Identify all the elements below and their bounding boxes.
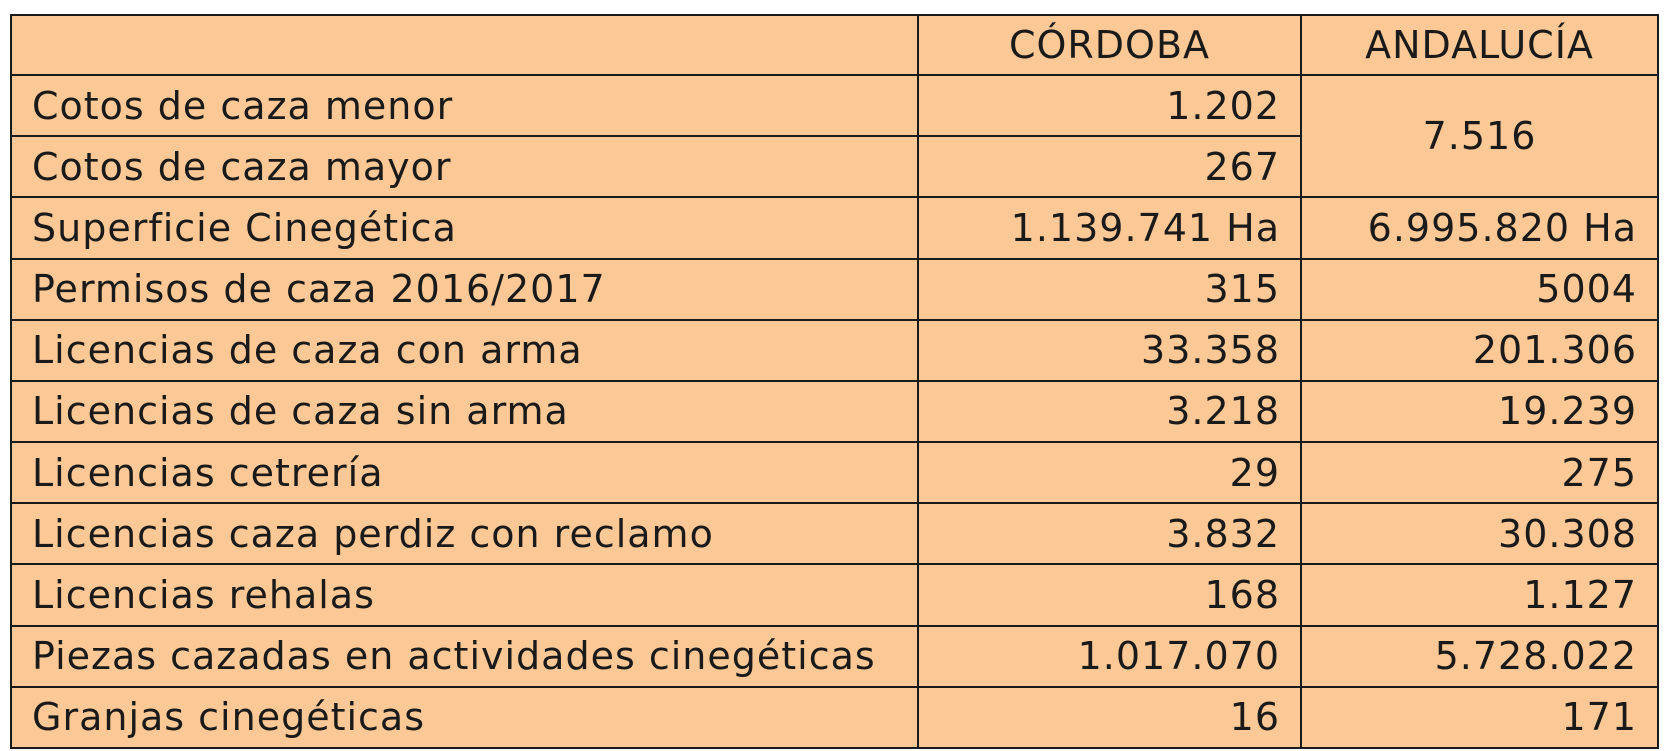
andalucia-value: 275 (1300, 441, 1659, 505)
row-label: Superficie Cinegética (10, 196, 919, 260)
cordoba-value: 315 (917, 257, 1302, 321)
cordoba-value: 1.017.070 (917, 624, 1302, 688)
cordoba-value: 29 (917, 441, 1302, 505)
row-label: Cotos de caza menor (10, 73, 919, 138)
row-label: Piezas cazadas en actividades cinegética… (10, 624, 919, 688)
cordoba-value: 16 (917, 685, 1302, 750)
header-andalucia: ANDALUCÍA (1300, 14, 1659, 76)
header-row: CÓRDOBA ANDALUCÍA (10, 14, 1659, 76)
cordoba-value: 168 (917, 563, 1302, 627)
andalucia-value: 30.308 (1300, 502, 1659, 566)
cordoba-value: 3.218 (917, 379, 1302, 444)
table-row: Superficie Cinegética 1.139.741 Ha 6.995… (10, 196, 1659, 260)
andalucia-value-merged: 7.516 (1300, 73, 1659, 199)
row-label: Licencias de caza sin arma (10, 379, 919, 444)
row-label: Licencias rehalas (10, 563, 919, 627)
cordoba-value: 1.202 (917, 73, 1302, 138)
header-empty-cell (10, 14, 919, 76)
row-label: Permisos de caza 2016/2017 (10, 257, 919, 321)
andalucia-value: 171 (1300, 685, 1659, 750)
row-label: Cotos de caza mayor (10, 135, 919, 199)
andalucia-value: 5.728.022 (1300, 624, 1659, 688)
andalucia-value: 6.995.820 Ha (1300, 196, 1659, 260)
table-row: Piezas cazadas en actividades cinegética… (10, 624, 1659, 688)
table-row: Licencias de caza con arma 33.358 201.30… (10, 318, 1659, 382)
cordoba-value: 3.832 (917, 502, 1302, 566)
cordoba-value: 267 (917, 135, 1302, 199)
table-row: Granjas cinegéticas 16 171 (10, 685, 1659, 750)
table-row: Cotos de caza menor 1.202 7.516 (10, 73, 1659, 199)
table-row: Licencias cetrería 29 275 (10, 441, 1659, 505)
andalucia-value: 1.127 (1300, 563, 1659, 627)
andalucia-value: 5004 (1300, 257, 1659, 321)
andalucia-value: 201.306 (1300, 318, 1659, 382)
table-row: Licencias de caza sin arma 3.218 19.239 (10, 379, 1659, 444)
cordoba-value: 1.139.741 Ha (917, 196, 1302, 260)
table-row: Licencias caza perdiz con reclamo 3.832 … (10, 502, 1659, 566)
andalucia-value: 19.239 (1300, 379, 1659, 444)
row-label: Granjas cinegéticas (10, 685, 919, 750)
table-row: Permisos de caza 2016/2017 315 5004 (10, 257, 1659, 321)
hunting-statistics-table: CÓRDOBA ANDALUCÍA Cotos de caza menor 1.… (10, 14, 1659, 750)
row-label: Licencias cetrería (10, 441, 919, 505)
row-label: Licencias caza perdiz con reclamo (10, 502, 919, 566)
cordoba-value: 33.358 (917, 318, 1302, 382)
row-label: Licencias de caza con arma (10, 318, 919, 382)
header-cordoba: CÓRDOBA (917, 14, 1302, 76)
table-row: Cotos de caza mayor 267 (10, 135, 1658, 199)
table-row: Licencias rehalas 168 1.127 (10, 563, 1659, 627)
